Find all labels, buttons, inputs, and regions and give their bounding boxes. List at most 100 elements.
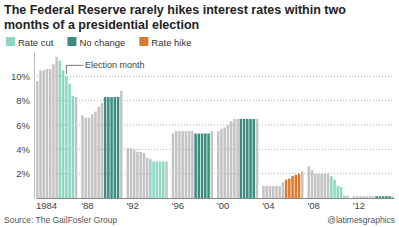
bar xyxy=(84,118,87,198)
bar xyxy=(59,61,62,198)
bar xyxy=(81,115,84,198)
legend-item: Rate cut xyxy=(6,37,54,48)
bar xyxy=(236,119,239,198)
bar xyxy=(97,107,100,198)
bar xyxy=(301,171,304,198)
y-tick: 10% xyxy=(11,71,34,82)
bar xyxy=(240,119,243,198)
bar xyxy=(346,196,349,198)
bar xyxy=(359,196,362,198)
bar xyxy=(62,70,65,198)
bar xyxy=(91,114,94,198)
bar xyxy=(385,196,388,198)
bar xyxy=(133,149,136,198)
legend-swatch xyxy=(6,37,15,46)
x-tick: '88 xyxy=(81,200,93,211)
bar xyxy=(49,69,52,198)
legend-label: No change xyxy=(79,37,125,48)
y-tick-label: 8% xyxy=(16,95,30,106)
bar xyxy=(120,91,123,198)
bar xyxy=(39,70,42,198)
bar xyxy=(185,131,188,198)
bar xyxy=(188,131,191,198)
bar xyxy=(211,131,214,198)
y-axis: 2% 4% 6% 8% 10% xyxy=(11,53,35,199)
bar xyxy=(181,131,184,198)
bar xyxy=(265,186,268,198)
bar xyxy=(291,176,294,198)
x-tick: '00 xyxy=(217,200,229,211)
bar xyxy=(88,118,91,198)
bar xyxy=(172,134,175,198)
bar xyxy=(366,196,369,198)
bar xyxy=(269,186,272,198)
y-tick: 4% xyxy=(16,144,34,155)
bar xyxy=(175,131,178,198)
bar xyxy=(223,127,226,198)
bar xyxy=(139,152,142,198)
bar xyxy=(272,186,275,198)
y-tick: 2% xyxy=(16,168,34,179)
title: The Federal Reserve rarely hikes interes… xyxy=(4,3,346,32)
bars xyxy=(36,57,394,198)
bar xyxy=(178,131,181,198)
bar xyxy=(46,69,49,198)
bar xyxy=(194,134,197,198)
bar xyxy=(114,97,117,198)
bar xyxy=(262,186,265,198)
bar xyxy=(130,148,133,198)
bar xyxy=(207,134,210,198)
x-tick-label: '96 xyxy=(172,200,184,211)
legend-item: Rate hike xyxy=(139,37,191,48)
bar xyxy=(36,81,39,198)
source: Source: The GailFosler Group xyxy=(4,215,117,225)
bar xyxy=(233,119,236,198)
credit: @latimesgraphics xyxy=(327,215,395,225)
bar xyxy=(391,196,394,198)
bar xyxy=(198,134,201,198)
bar xyxy=(327,174,330,198)
y-tick-label: 2% xyxy=(16,168,30,179)
bar xyxy=(152,162,155,199)
bar xyxy=(159,162,162,199)
bar xyxy=(143,153,146,198)
bar xyxy=(65,76,68,198)
legend-item: No change xyxy=(67,37,125,48)
x-tick-label: '88 xyxy=(81,200,93,211)
bar xyxy=(220,129,223,198)
bar xyxy=(230,121,233,198)
bar xyxy=(156,162,159,199)
bar xyxy=(317,174,320,198)
x-axis: 1984'88'92'96'00'04'08'12 xyxy=(36,199,395,211)
y-tick-label: 10% xyxy=(11,71,31,82)
bar xyxy=(340,187,343,198)
bar xyxy=(379,196,382,198)
bar xyxy=(314,174,317,198)
bar xyxy=(307,166,310,198)
bar xyxy=(353,196,356,198)
legend-swatch xyxy=(67,37,76,46)
y-axis-line xyxy=(34,53,35,199)
bar xyxy=(162,162,165,199)
bar xyxy=(343,196,346,198)
bar xyxy=(107,97,110,198)
x-tick: '92 xyxy=(126,200,138,211)
bar xyxy=(324,174,327,198)
bar xyxy=(246,119,249,198)
y-tick-label: 4% xyxy=(16,144,30,155)
bar xyxy=(217,131,220,198)
bar xyxy=(191,131,194,198)
x-tick-label: 1984 xyxy=(36,200,57,211)
y-tick: 6% xyxy=(16,120,34,131)
bar xyxy=(165,162,168,199)
x-tick: '96 xyxy=(172,200,184,211)
bar xyxy=(136,152,139,198)
legend-label: Rate cut xyxy=(18,37,54,48)
bar xyxy=(369,196,372,198)
annotation-line xyxy=(66,65,83,74)
grid-line xyxy=(34,76,394,77)
bar xyxy=(204,134,207,198)
bar xyxy=(278,186,281,198)
bar xyxy=(288,179,291,198)
bar xyxy=(372,196,375,198)
